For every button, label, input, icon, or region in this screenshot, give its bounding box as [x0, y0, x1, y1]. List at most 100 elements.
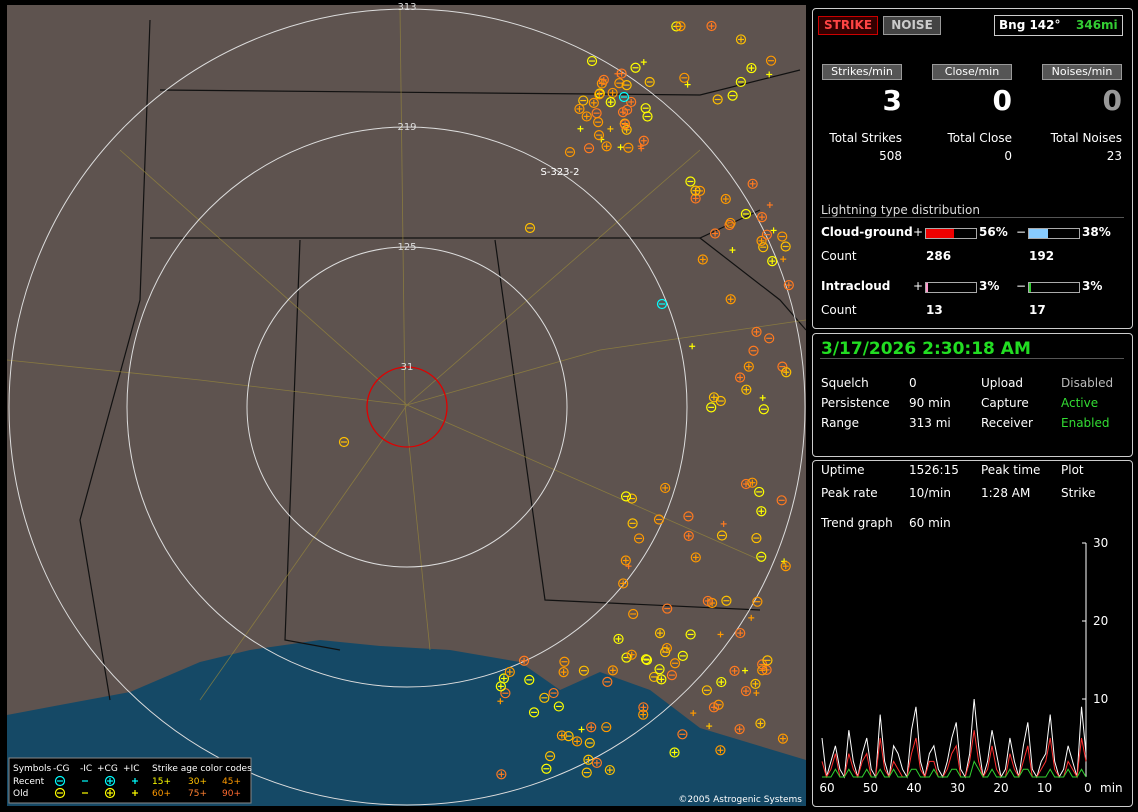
stat-cell: Peak rate — [821, 486, 878, 500]
strike-symbol — [593, 129, 605, 141]
count: 17 — [1029, 303, 1046, 317]
strike-symbol — [578, 95, 589, 106]
strike-symbol — [761, 229, 773, 240]
strike-symbol — [581, 111, 592, 122]
strike-symbol — [654, 664, 665, 675]
strike-symbol — [756, 235, 767, 246]
strike-symbol — [725, 217, 736, 229]
strike-symbol — [627, 518, 638, 529]
ring-label: 125 — [397, 242, 416, 253]
strike-symbol — [564, 146, 576, 158]
strike-symbol — [708, 392, 720, 403]
bearing-box — [994, 15, 1123, 36]
legend-age: 15+ — [152, 777, 171, 787]
strike-symbol — [553, 701, 564, 712]
strike-symbol — [588, 97, 599, 108]
ring-label: 31 — [401, 362, 414, 373]
rate-value: 0 — [1102, 84, 1122, 117]
strike-symbol — [594, 89, 605, 100]
rate-button[interactable]: Noises/min — [1042, 64, 1122, 80]
rate-button[interactable]: Strikes/min — [822, 64, 902, 80]
strike-symbol — [630, 62, 641, 73]
rate-button[interactable]: Close/min — [932, 64, 1012, 80]
strike-symbol — [104, 775, 116, 787]
total-value: 0 — [1004, 149, 1012, 163]
legend-age: 75+ — [188, 789, 207, 799]
count: 13 — [926, 303, 943, 317]
strike-symbol — [685, 176, 696, 187]
strike-symbol — [659, 646, 671, 658]
strike-symbol — [558, 667, 569, 678]
legend-age: 60+ — [152, 789, 171, 799]
strike-symbol — [524, 222, 536, 234]
strike-symbol — [528, 707, 540, 718]
strike-symbol — [613, 633, 624, 645]
strike-symbol — [752, 596, 763, 607]
strike-symbol — [626, 493, 638, 504]
count: 286 — [926, 249, 952, 263]
divider — [820, 217, 1124, 218]
strike-symbol — [656, 674, 667, 685]
strike-symbol — [581, 767, 592, 778]
strike-symbol — [620, 555, 631, 566]
strike-symbol — [751, 532, 762, 544]
rate-value: 0 — [992, 84, 1012, 117]
strike-symbol — [762, 655, 773, 666]
strike-symbol — [640, 654, 652, 665]
strike-button[interactable]: STRIKE — [818, 16, 878, 35]
percent: 3% — [979, 279, 1000, 293]
strike-symbol — [743, 361, 754, 372]
strike-symbol — [653, 514, 665, 525]
divider — [820, 358, 1124, 359]
strike-symbol — [756, 212, 768, 223]
noise-button[interactable]: NOISE — [883, 16, 941, 35]
strike-symbol — [669, 747, 680, 758]
legend-column: +IC — [123, 764, 139, 774]
strike-symbol — [690, 193, 701, 204]
bar-fill — [926, 283, 928, 292]
bar-fill — [1029, 283, 1031, 292]
strike-symbol — [648, 671, 660, 683]
strike-symbol — [607, 665, 618, 676]
sign: − — [1016, 279, 1027, 293]
legend-row-label: Recent — [13, 777, 45, 787]
x-tick-label: 40 — [906, 781, 921, 795]
strike-symbol — [777, 231, 788, 242]
bar-frame — [1028, 228, 1080, 239]
strike-symbol — [740, 478, 752, 490]
strike-symbol — [571, 736, 583, 747]
strike-symbol — [683, 511, 694, 522]
bar-frame — [925, 282, 977, 293]
strike-symbol — [548, 687, 559, 699]
trend-label: Trend graph — [821, 516, 893, 530]
strike-symbol — [601, 721, 612, 733]
strike-symbol — [677, 650, 688, 662]
strike-symbol — [780, 241, 791, 252]
strike-symbol — [583, 143, 595, 154]
trend-line — [821, 730, 1087, 779]
status-cell: 90 min — [909, 396, 951, 410]
strike-symbol — [633, 533, 645, 544]
strike-symbol — [758, 242, 769, 253]
strike-symbol — [539, 692, 550, 703]
strike-symbol — [656, 298, 668, 310]
rate-value: 3 — [882, 84, 902, 117]
strike-symbol — [735, 76, 746, 88]
strike-symbol — [640, 103, 651, 114]
strike-symbol — [765, 55, 777, 66]
strike-symbol — [690, 185, 701, 196]
legend-title: Symbols — [13, 764, 52, 774]
strike-symbol — [660, 482, 671, 494]
legend: Symbols -CG -IC +CG +IC Strike age color code… — [13, 764, 252, 799]
stats-panel — [812, 460, 1133, 807]
percent: 56% — [979, 225, 1008, 239]
strike-symbol — [683, 530, 694, 542]
strike-symbol — [618, 578, 629, 589]
strike-symbol — [706, 20, 717, 32]
strike-symbol — [544, 751, 556, 762]
datetime: 3/17/2026 2:30:18 AM — [821, 339, 1031, 359]
strike-symbol — [591, 757, 602, 768]
strike-symbol — [621, 124, 632, 135]
percent: 38% — [1082, 225, 1111, 239]
